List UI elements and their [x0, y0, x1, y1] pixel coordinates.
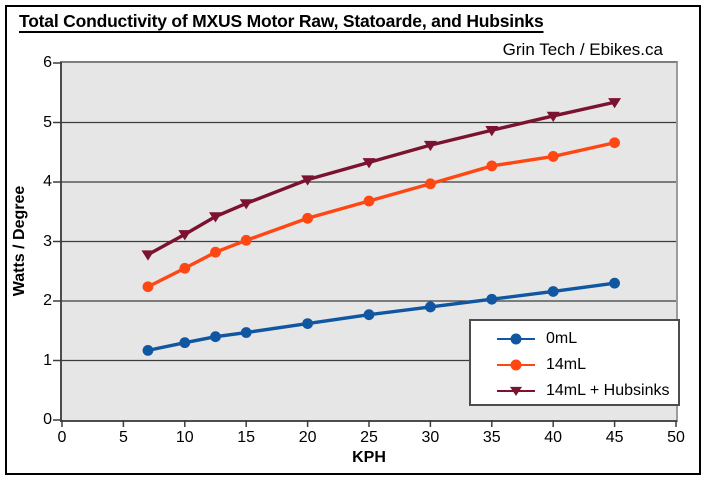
legend-sample-triangle-down-icon [497, 384, 535, 398]
data-point-circle [210, 246, 221, 258]
legend-items: 0mL 14mL 14mL + Hubsinks [471, 326, 678, 404]
data-point-circle [609, 277, 620, 289]
data-point-triangle [546, 111, 560, 122]
data-point-circle [363, 195, 375, 207]
data-point-circle [486, 293, 498, 305]
x-tick-label: 45 [605, 429, 624, 446]
legend-item: 14mL [471, 352, 678, 378]
data-point-circle [240, 327, 252, 338]
series-line [147, 281, 615, 353]
data-point-triangle [178, 230, 192, 241]
data-point-circle [179, 337, 191, 349]
data-point-circle [302, 212, 313, 224]
data-point-triangle [423, 140, 437, 152]
legend-item: 14mL + Hubsinks [471, 378, 678, 404]
data-point-triangle [209, 212, 222, 223]
data-point-triangle [608, 98, 622, 109]
data-point-circle [302, 318, 313, 330]
data-point-circle [142, 344, 154, 356]
x-tick-label: 5 [118, 429, 128, 446]
data-point-circle [486, 160, 498, 172]
legend-label: 14mL [546, 356, 587, 373]
y-tick-label: 3 [43, 232, 52, 250]
data-point-circle [425, 178, 436, 190]
x-tick-label: 30 [421, 429, 440, 446]
chart-title: Total Conductivity of MXUS Motor Raw, St… [19, 11, 544, 31]
x-axis-title: KPH [352, 449, 386, 466]
data-point-circle [179, 262, 191, 274]
y-tick-label: 0 [43, 411, 52, 428]
y-tick-label: 4 [43, 173, 52, 190]
data-point-triangle [362, 158, 376, 169]
data-point-circle [142, 281, 154, 293]
legend-sample-circle-icon [497, 332, 535, 346]
y-tick-label: 6 [43, 54, 52, 71]
y-tick-label: 2 [43, 292, 52, 309]
legend-item: 0mL [471, 326, 678, 352]
x-tick-label: 10 [175, 429, 194, 446]
x-tick-label: 40 [544, 429, 563, 446]
data-point-triangle [485, 126, 499, 137]
x-tick-label: 0 [57, 429, 67, 446]
series-line [147, 141, 615, 289]
series-line [147, 100, 615, 257]
data-point-circle [363, 309, 375, 321]
data-point-circle [425, 301, 436, 313]
x-tick-label: 15 [237, 429, 256, 446]
legend-sample-circle-icon [497, 358, 535, 372]
data-point-circle [609, 137, 620, 149]
y-tick-label: 5 [43, 113, 52, 131]
attribution-text: Grin Tech / Ebikes.ca [502, 40, 663, 59]
data-point-circle [210, 331, 221, 343]
data-point-circle [240, 234, 252, 246]
x-tick-label: 50 [667, 429, 685, 446]
data-point-triangle [141, 250, 155, 261]
x-tick-label: 25 [360, 429, 378, 446]
legend: 0mL 14mL 14mL + Hubsinks [469, 319, 680, 406]
y-tick-label: 1 [43, 351, 52, 369]
legend-label: 14mL + Hubsinks [546, 382, 670, 399]
legend-label: 0mL [546, 330, 578, 347]
x-tick-label: 20 [298, 429, 317, 446]
data-point-circle [547, 286, 559, 297]
x-tick-label: 35 [482, 429, 501, 446]
y-axis-title: Watts / Degree [11, 185, 28, 297]
data-point-triangle [301, 175, 315, 186]
data-point-triangle [239, 199, 253, 210]
data-point-circle [547, 151, 559, 162]
